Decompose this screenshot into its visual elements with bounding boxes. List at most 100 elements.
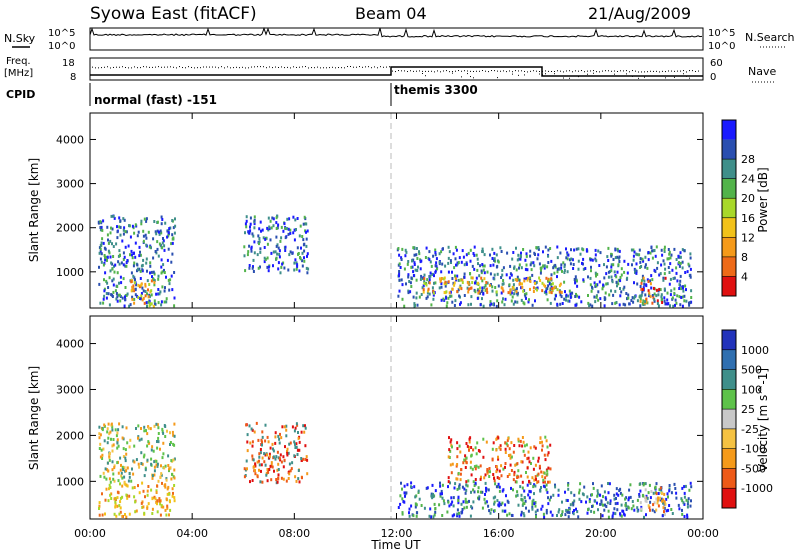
colorbar-swatch [722, 159, 736, 179]
data-cell [518, 266, 520, 270]
data-cell [275, 257, 278, 261]
data-cell [115, 434, 118, 438]
data-cell [497, 260, 500, 264]
nave-dot [455, 70, 456, 72]
data-cell [539, 441, 542, 445]
data-cell [549, 443, 552, 447]
data-cell [129, 303, 132, 307]
data-cell [265, 473, 268, 477]
data-cell [514, 300, 517, 304]
data-cell [539, 489, 542, 493]
data-cell [278, 252, 281, 256]
data-cell [533, 251, 536, 255]
data-cell [569, 503, 572, 507]
data-cell [585, 249, 588, 253]
data-cell [596, 501, 598, 505]
data-cell [548, 290, 551, 294]
data-cell [451, 500, 454, 504]
nave-dot [167, 66, 168, 68]
data-cell [453, 283, 456, 287]
data-cell [401, 487, 403, 491]
data-cell [451, 287, 454, 291]
data-cell [271, 442, 274, 446]
data-cell [274, 431, 277, 435]
data-cell [661, 499, 664, 503]
data-cell [644, 263, 647, 267]
nsky-trace [89, 26, 703, 38]
data-cell [669, 256, 672, 260]
data-cell [639, 501, 642, 505]
data-cell [249, 225, 251, 229]
data-cell [134, 278, 136, 282]
data-cell [662, 259, 665, 263]
data-cell [493, 273, 496, 277]
data-cell [106, 430, 109, 434]
nave-dot [281, 66, 282, 68]
data-cell [157, 432, 160, 435]
nave-dot [239, 67, 240, 69]
data-cell [276, 226, 279, 230]
colorbar-tick-label: 25 [741, 403, 755, 416]
data-cell [612, 258, 615, 261]
data-cell [687, 497, 690, 501]
data-cell [109, 255, 112, 259]
nave-dot [524, 74, 525, 76]
data-cell [489, 511, 492, 515]
data-cell [521, 444, 524, 448]
data-cell [448, 504, 451, 508]
data-cell [118, 504, 121, 508]
data-cell [425, 486, 428, 490]
nave-dot [689, 70, 690, 72]
data-cell [619, 512, 621, 516]
data-cell [162, 431, 165, 435]
data-cell [466, 280, 469, 284]
data-cell [397, 506, 400, 509]
nave-dot [140, 67, 141, 69]
data-cell [470, 446, 473, 449]
nave-dot [506, 71, 507, 73]
data-cell [477, 490, 479, 494]
velocity-ytick-label: 2000 [56, 429, 84, 442]
data-cell [272, 455, 275, 459]
data-cell [293, 429, 296, 433]
colorbar-swatch [722, 198, 736, 218]
data-cell [418, 252, 421, 256]
data-cell [109, 239, 112, 243]
data-cell [140, 283, 143, 287]
data-cell [426, 291, 429, 295]
data-cell [668, 489, 671, 493]
data-cell [546, 287, 549, 290]
data-cell [138, 491, 141, 495]
data-cell [272, 217, 275, 221]
data-cell [478, 286, 481, 290]
data-cell [250, 427, 253, 431]
data-cell [594, 248, 597, 252]
data-cell [663, 287, 666, 291]
data-cell [121, 239, 124, 243]
data-cell [126, 484, 129, 488]
data-cell [576, 294, 579, 298]
data-cell [253, 218, 256, 222]
data-cell [457, 499, 460, 502]
data-cell [279, 432, 281, 436]
data-cell [480, 269, 483, 273]
data-cell [119, 275, 122, 279]
data-cell [448, 291, 451, 295]
data-cell [108, 452, 111, 455]
data-cell [447, 245, 450, 249]
data-cell [122, 277, 125, 281]
data-cell [124, 448, 127, 452]
data-cell [423, 273, 426, 277]
data-cell [443, 291, 446, 294]
data-cell [252, 458, 255, 462]
data-cell [261, 440, 263, 444]
data-cell [124, 456, 127, 460]
data-cell [653, 249, 656, 252]
data-cell [156, 423, 159, 427]
data-cell [116, 490, 119, 494]
data-cell [662, 501, 664, 505]
data-cell [149, 261, 152, 265]
data-cell [439, 279, 442, 283]
data-cell [401, 247, 404, 251]
data-cell [258, 459, 260, 463]
